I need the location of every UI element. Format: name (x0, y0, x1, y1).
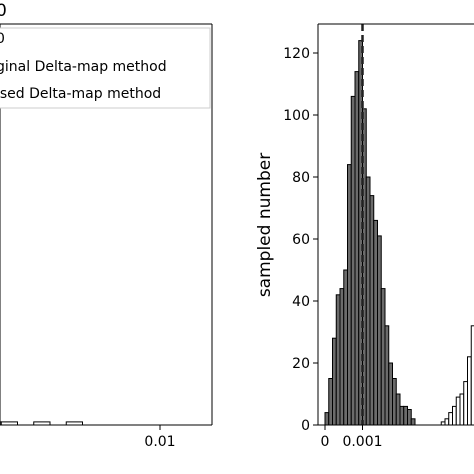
right-bar (354, 71, 360, 426)
right-x-tick-label: 0 (321, 434, 330, 450)
right-y-tick-label: 40 (292, 294, 310, 310)
right-y-tick-label: 80 (292, 170, 310, 186)
legend: 0 ginal Delta-map method ised Delta-map … (0, 27, 211, 109)
right-bar (392, 378, 397, 426)
right-bar (399, 405, 405, 426)
right-y-tick-label: 0 (301, 418, 310, 434)
right-bar (410, 418, 416, 426)
right-bars (324, 40, 474, 426)
right-bar (395, 393, 401, 426)
right-bar (343, 269, 348, 426)
right-bar (365, 176, 371, 426)
left-x-ticks: 0.01 (144, 425, 176, 450)
right-bar (339, 288, 345, 426)
right-bar (369, 195, 375, 426)
right-bar (335, 294, 341, 426)
right-y-tick-label: 20 (292, 356, 310, 372)
left-x-tick-label: 0.01 (144, 434, 175, 450)
legend-box (0, 27, 211, 109)
right-bar (455, 396, 461, 426)
right-bar (459, 393, 465, 426)
right-y-ticks: 0 20 40 60 80 100 120 (283, 46, 318, 434)
right-y-tick-label: 60 (292, 232, 310, 248)
left-title: 0 (0, 1, 7, 21)
right-y-tick-label: 120 (283, 46, 310, 62)
right-bar (350, 95, 356, 426)
right-bar (403, 405, 408, 426)
left-histogram-panel: 0 0.01 0 ginal Delta-map method ised Del… (0, 1, 213, 450)
right-bar (407, 409, 412, 426)
right-bar (347, 164, 352, 426)
right-x-tick-label: 0.001 (342, 434, 382, 450)
legend-entry-1: 0 (0, 31, 5, 47)
right-bar (384, 325, 390, 426)
legend-entry-3: ised Delta-map method (0, 86, 161, 102)
right-bar (452, 405, 457, 426)
right-bar (448, 412, 453, 426)
right-bar (377, 235, 382, 426)
legend-entry-2: ginal Delta-map method (0, 59, 167, 75)
left-bars (0, 421, 83, 426)
right-bar (328, 378, 333, 426)
right-bar (388, 362, 393, 426)
right-bar (324, 412, 330, 426)
right-y-axis-label: sampled number (255, 153, 275, 297)
right-bar (373, 219, 378, 426)
right-y-tick-label: 100 (283, 108, 310, 124)
right-bar (463, 381, 468, 426)
right-bar (332, 337, 337, 426)
right-x-ticks: 0 0.001 (321, 425, 383, 450)
right-histogram-panel: sampled number 0 20 40 60 80 100 120 0 0.001 (255, 23, 474, 450)
right-bar (380, 288, 386, 426)
right-bar (467, 356, 472, 426)
right-bar (444, 418, 450, 426)
